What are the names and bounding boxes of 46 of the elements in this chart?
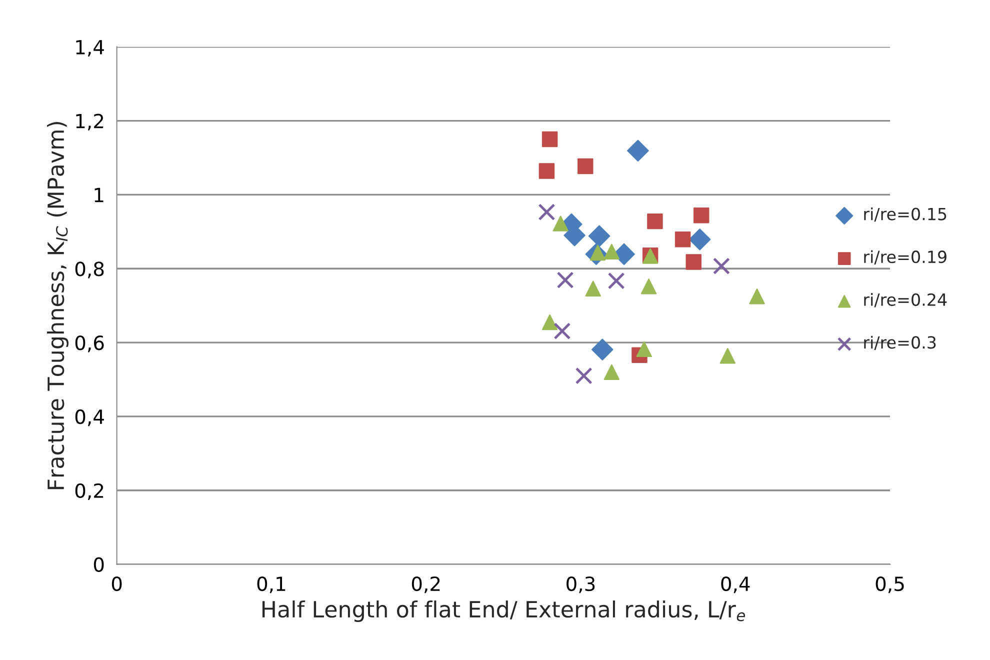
point <box>636 341 652 358</box>
point <box>720 348 736 364</box>
legend-label: ri/re=0.24 <box>864 293 947 308</box>
y-tick-label: 1,2 <box>76 114 104 130</box>
y-tick-label: 1 <box>94 188 104 202</box>
point <box>627 140 649 162</box>
point <box>538 163 555 179</box>
y-tick-label: 0,2 <box>75 483 104 500</box>
x-tick-label: 0,2 <box>412 576 440 594</box>
point <box>712 258 730 275</box>
point <box>538 204 556 221</box>
legend-label: ri/re=0.15 <box>864 207 946 222</box>
point <box>604 364 620 380</box>
legend-label: ri/re=0.3 <box>864 336 936 350</box>
legend-label: ri/re=0.19 <box>864 250 946 264</box>
y-axis-title: Fracture Toughness, K$_{IC}$ (MPavm) <box>46 122 68 490</box>
point <box>552 216 568 232</box>
y-tick-label: 0,4 <box>75 409 104 426</box>
point <box>647 213 663 230</box>
x-tick-label: 0 <box>112 576 122 592</box>
point <box>608 272 625 290</box>
point <box>585 280 601 296</box>
y-tick-label: 0,8 <box>75 262 104 278</box>
y-tick-label: 0,6 <box>75 335 104 352</box>
point <box>749 288 765 304</box>
y-tick-label: 0 <box>94 557 104 572</box>
point <box>640 278 657 294</box>
point <box>588 225 610 247</box>
point <box>693 208 710 224</box>
point <box>542 131 558 148</box>
point <box>686 254 702 270</box>
point <box>556 272 574 289</box>
point <box>604 244 620 260</box>
point <box>592 338 614 360</box>
x-tick-label: 0,3 <box>566 576 595 594</box>
point <box>542 314 558 330</box>
x-tick-label: 0,5 <box>876 576 904 594</box>
point <box>688 228 711 250</box>
x-tick-label: 0,1 <box>257 576 286 594</box>
point <box>578 158 594 174</box>
x-axis-title: Half Length of flat End/ External radius, L/r$_{e}$ <box>262 600 746 622</box>
point <box>674 232 691 248</box>
point <box>575 367 592 384</box>
point <box>554 322 571 340</box>
x-tick-label: 0,4 <box>721 576 750 594</box>
y-tick-label: 1,4 <box>76 40 104 57</box>
